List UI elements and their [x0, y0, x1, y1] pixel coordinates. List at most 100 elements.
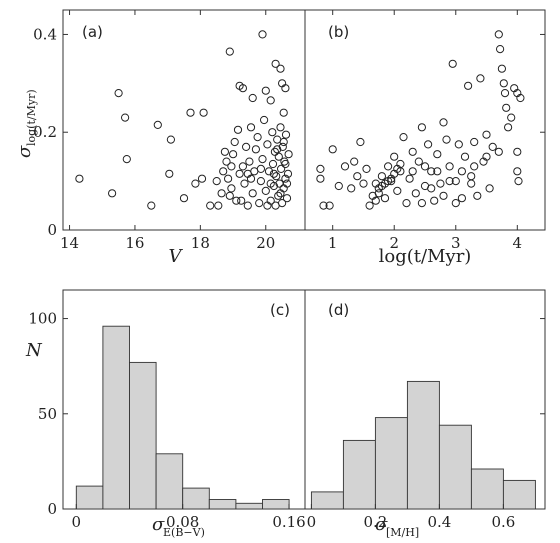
- panel-c-bar: [208, 499, 237, 510]
- panel-a-point: [256, 177, 265, 186]
- bottom-ylabel: N: [25, 340, 43, 361]
- panel-c-bar: [262, 499, 290, 510]
- panel-b-point: [396, 159, 405, 169]
- panel-a-point: [281, 174, 290, 183]
- panel-b-point: [359, 179, 368, 188]
- panel-b-point: [496, 45, 505, 54]
- panel-d-xlabel-main: σ: [375, 514, 388, 535]
- panel-b-point: [439, 191, 448, 200]
- panel-b-point: [473, 191, 482, 200]
- panel-a-point: [276, 123, 285, 132]
- panel-c-tag: (c): [270, 301, 290, 319]
- panel-b-point: [377, 172, 386, 181]
- panel-a-point: [222, 157, 231, 166]
- panel-a-point: [199, 108, 208, 117]
- panel-a-point: [227, 184, 236, 193]
- panel-b-point: [470, 162, 479, 171]
- panel-b-point: [457, 167, 466, 176]
- panel-a-point: [263, 201, 272, 210]
- panel-a-ytick-label: 0.4: [33, 25, 57, 43]
- panel-d-bar: [374, 417, 408, 510]
- panel-b-point: [420, 162, 430, 171]
- panel-c-bar: [75, 485, 104, 510]
- panel-a-point: [230, 137, 239, 147]
- panel-a-point: [240, 179, 249, 188]
- panel-b-point: [482, 130, 491, 139]
- panel-b-point: [362, 164, 371, 173]
- panel-a-point: [253, 133, 262, 142]
- panel-b-point: [365, 201, 374, 210]
- panel-b-scatter: (b) 1 2 3 4 log(t/Myr): [304, 9, 546, 267]
- panel-a-xtick-label: 20: [256, 234, 275, 252]
- panel-a-point: [281, 159, 290, 169]
- panel-a-point: [272, 172, 281, 181]
- panel-a-point: [268, 128, 277, 137]
- panel-a-point: [282, 194, 292, 203]
- panel-d-bar: [342, 439, 376, 510]
- panel-b-point: [417, 123, 426, 132]
- panel-a-point: [217, 189, 226, 198]
- panel-b-point: [488, 142, 497, 151]
- panel-a-point: [273, 145, 282, 154]
- panel-c-xtick-label: 0.16: [272, 513, 305, 531]
- panel-a-point: [269, 169, 278, 178]
- panel-c-bar: [182, 487, 210, 510]
- panel-c-histogram: (c) 0 0.08 0.16 0 50 100 σ E(B−V): [28, 289, 545, 539]
- panel-a-point: [282, 179, 292, 188]
- panel-d-tag: (d): [328, 301, 349, 319]
- panel-a-xlabel: V: [169, 246, 184, 267]
- panel-a-point: [261, 186, 270, 195]
- panel-d-xtick-label: 0.2: [363, 513, 387, 531]
- panel-d-bar: [470, 468, 504, 510]
- panel-d-bar: [438, 424, 472, 510]
- panel-b-xtick-label: 4: [513, 234, 523, 252]
- panel-a-point: [114, 89, 123, 98]
- panel-c-xtick-label: 0.08: [166, 513, 199, 531]
- panel-a-xtick-label: 14: [60, 234, 79, 252]
- panel-a-point: [284, 150, 293, 159]
- panel-b-point: [408, 147, 417, 156]
- panel-a-point: [260, 115, 269, 125]
- panel-a-point: [258, 30, 267, 39]
- panel-a-point: [274, 152, 283, 161]
- panel-a-point: [266, 179, 275, 188]
- panel-b-frame: [304, 9, 546, 231]
- panel-a-point: [276, 64, 285, 73]
- panel-a-point: [245, 157, 254, 166]
- panel-a-tag: (a): [82, 23, 103, 41]
- panel-a-point: [256, 164, 265, 173]
- panel-a-point: [232, 196, 241, 205]
- panel-a-point: [248, 93, 257, 103]
- panel-a-point: [147, 201, 156, 210]
- panel-c-xlabel-sub: E(B−V): [163, 526, 205, 539]
- panel-a-ytick-label: 0: [47, 221, 57, 239]
- panel-a-point: [268, 159, 278, 169]
- panel-b-point: [319, 201, 328, 210]
- panel-d-bar: [502, 479, 536, 510]
- panel-a-point: [165, 169, 174, 178]
- panel-d-xtick-label: 0: [307, 513, 317, 531]
- panel-a-point: [281, 130, 291, 139]
- panel-b-point: [374, 189, 383, 198]
- panel-b-point: [467, 179, 476, 188]
- panel-b-xtick-label: 3: [451, 234, 461, 252]
- panel-d-xtick-label: 0.4: [427, 513, 451, 531]
- panel-b-point: [408, 167, 417, 176]
- panel-a-scatter: (a) 14 16 18 20 00.20.4 V: [33, 9, 545, 267]
- panel-a-point: [279, 137, 288, 147]
- panel-b-point: [371, 196, 380, 205]
- panel-a-point: [261, 86, 270, 95]
- panel-c-bar: [102, 325, 130, 510]
- panel-a-point: [214, 201, 223, 210]
- top-ylabel: σ log(t/Myr): [14, 89, 38, 158]
- panel-a-point: [186, 108, 195, 117]
- panel-a-point: [225, 191, 234, 200]
- panel-b-point: [350, 157, 359, 166]
- panel-b-point: [356, 137, 365, 147]
- panel-b-point: [328, 145, 337, 154]
- panel-a-point: [281, 84, 290, 93]
- panel-a-xtick-label: 16: [125, 234, 144, 252]
- panel-a-point: [153, 120, 162, 130]
- panel-b-point: [485, 184, 494, 193]
- panel-b-point: [414, 157, 423, 166]
